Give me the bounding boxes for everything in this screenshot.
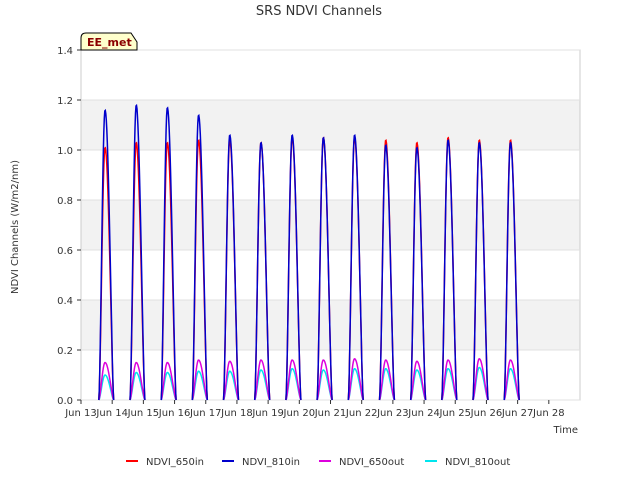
- y-tick-label: 0.6: [57, 246, 73, 257]
- background-band: [81, 150, 580, 200]
- x-tick-label: Jun 24: [407, 408, 440, 419]
- x-tick-label: Jun 21: [314, 408, 347, 419]
- x-axis-ticks: Jun 13 Jun 14 Jun 15 Jun 16 Jun 17 Jun 18 Jun …: [64, 400, 565, 419]
- x-tick-label: Jun 25: [438, 408, 471, 419]
- legend-label: NDVI_810out: [445, 457, 510, 468]
- legend-item: NDVI_650out: [319, 457, 404, 468]
- y-tick-label: 1.4: [57, 46, 73, 57]
- legend-label: NDVI_810in: [242, 457, 300, 468]
- legend-item: NDVI_810out: [425, 457, 510, 468]
- x-tick-label: Jun 27: [501, 408, 534, 419]
- x-tick-label: Jun 17: [189, 408, 222, 419]
- y-axis-label: NDVI Channels (W/m2/nm): [10, 160, 21, 294]
- x-axis-label: Time: [553, 425, 578, 436]
- series-line-ndvi_810in: [98, 103, 520, 401]
- x-tick-label: Jun 13: [64, 408, 97, 419]
- legend-item: NDVI_810in: [222, 457, 300, 468]
- legend-item: NDVI_650in: [126, 457, 204, 468]
- x-tick-label: Jun 23: [376, 408, 409, 419]
- site-badge: EE_met: [80, 32, 138, 51]
- y-tick-label: 1.0: [57, 146, 73, 157]
- x-tick-label: Jun 16: [158, 408, 191, 419]
- background-band: [81, 200, 580, 250]
- y-tick-label: 1.2: [57, 96, 73, 107]
- site-badge-label: EE_met: [87, 36, 132, 49]
- x-tick-label: Jun 19: [251, 408, 284, 419]
- y-tick-label: 0.8: [57, 196, 73, 207]
- series-line-ndvi_810out: [98, 366, 520, 401]
- series-layer: [98, 103, 520, 401]
- y-tick-label: 0.0: [57, 396, 73, 407]
- background-band: [81, 250, 580, 300]
- y-axis-ticks: 0.0 0.2 0.4 0.6 0.8 1.0 1.2 1.4: [57, 46, 81, 407]
- x-tick-label: Jun 14: [95, 408, 128, 419]
- x-tick-label: Jun 28: [532, 408, 565, 419]
- x-tick-label: Jun 26: [470, 408, 503, 419]
- site-badge-box: [80, 32, 138, 51]
- x-tick-label: Jun 22: [345, 408, 378, 419]
- chart-title: SRS NDVI Channels: [256, 4, 382, 19]
- legend-label: NDVI_650out: [339, 457, 404, 468]
- legend-label: NDVI_650in: [146, 457, 204, 468]
- y-tick-label: 0.2: [57, 346, 73, 357]
- x-tick-label: Jun 15: [127, 408, 160, 419]
- series-line-ndvi_650out: [98, 357, 520, 401]
- legend: NDVI_650in NDVI_810in NDVI_650out NDVI_810o…: [126, 457, 510, 468]
- background-band: [81, 50, 580, 100]
- background-band: [81, 100, 580, 150]
- x-tick-label: Jun 20: [283, 408, 316, 419]
- x-tick-label: Jun 18: [220, 408, 253, 419]
- y-tick-label: 0.4: [57, 296, 73, 307]
